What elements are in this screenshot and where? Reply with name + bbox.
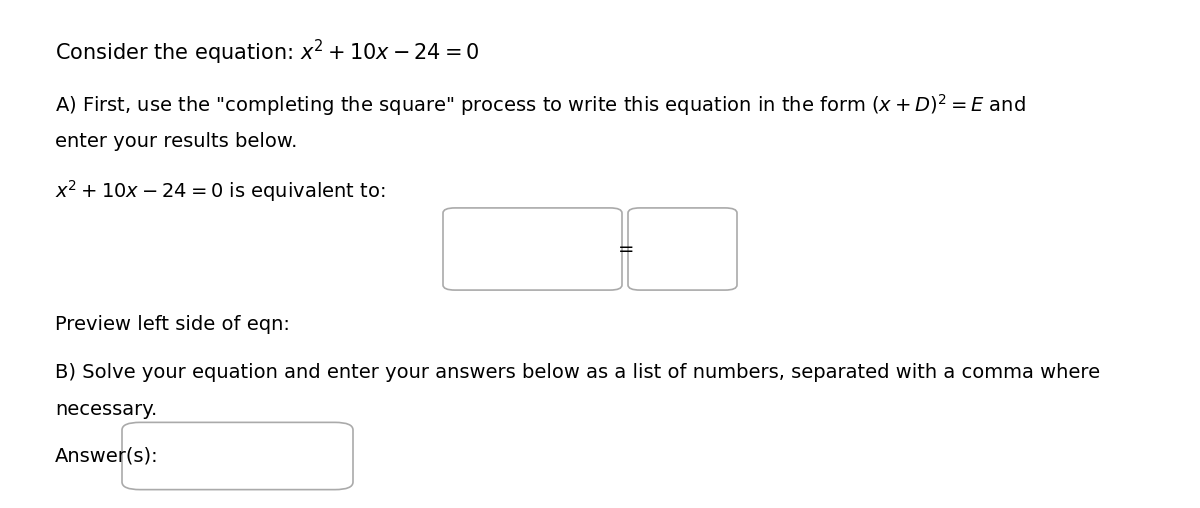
Text: Answer(s):: Answer(s): — [55, 447, 158, 466]
Text: necessary.: necessary. — [55, 400, 157, 419]
Text: A) First, use the "completing the square" process to write this equation in the : A) First, use the "completing the square… — [55, 92, 1026, 118]
Text: Preview left side of eqn:: Preview left side of eqn: — [55, 315, 290, 334]
Text: Consider the equation: $x^2 + 10x - 24 = 0$: Consider the equation: $x^2 + 10x - 24 =… — [55, 38, 480, 67]
Text: B) Solve your equation and enter your answers below as a list of numbers, separa: B) Solve your equation and enter your an… — [55, 363, 1100, 382]
Text: =: = — [618, 239, 635, 259]
Text: enter your results below.: enter your results below. — [55, 132, 298, 151]
Text: $x^2 + 10x - 24 = 0$ is equivalent to:: $x^2 + 10x - 24 = 0$ is equivalent to: — [55, 178, 385, 204]
